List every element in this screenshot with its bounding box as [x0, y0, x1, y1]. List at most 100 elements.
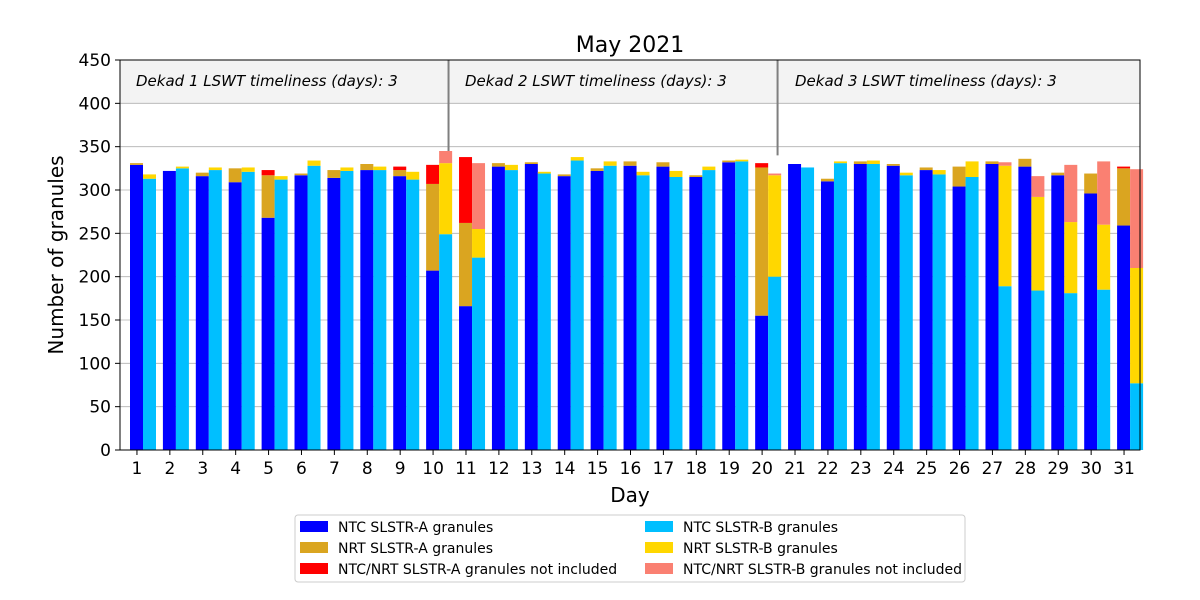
bar-ntc-a-day-8 — [360, 170, 374, 451]
bar-nrt-b-day-16 — [636, 171, 650, 176]
bar-ntc-a-day-25 — [919, 170, 933, 451]
bar-ntc-b-day-2 — [175, 168, 189, 451]
bar-nrt-b-day-31 — [1130, 268, 1144, 384]
bar-nrt-b-day-9 — [406, 171, 420, 180]
y-tick-label: 300 — [79, 181, 111, 201]
bar-nrt-a-day-1 — [130, 163, 143, 165]
bar-nrt-b-day-8 — [373, 166, 387, 171]
y-tick-label: 250 — [79, 224, 111, 244]
bar-nrt-a-day-16 — [623, 161, 637, 166]
bar-nrt-a-day-8 — [360, 164, 374, 171]
bar-ntc-b-day-7 — [340, 170, 354, 450]
bar-nrt-b-day-11 — [472, 229, 486, 258]
bar-nrt-b-day-20 — [768, 175, 782, 277]
bar-ntc-a-day-15 — [590, 170, 604, 450]
bar-excl-b-day-11 — [472, 163, 486, 229]
bar-nrt-a-day-6 — [294, 173, 308, 176]
bar-nrt-b-day-12 — [504, 164, 518, 171]
x-tick-label: 20 — [751, 459, 773, 479]
bar-nrt-b-day-30 — [1097, 224, 1111, 290]
bar-nrt-a-day-24 — [886, 164, 900, 166]
bar-ntc-b-day-20 — [768, 276, 782, 450]
bar-ntc-b-day-27 — [998, 286, 1012, 450]
y-tick-label: 0 — [100, 441, 111, 461]
bar-nrt-b-day-14 — [570, 157, 584, 161]
bar-excl-b-day-28 — [1031, 176, 1045, 197]
bar-nrt-b-day-22 — [833, 161, 847, 164]
bar-excl-a-day-9 — [393, 166, 407, 171]
bar-nrt-b-day-1 — [143, 174, 156, 179]
x-tick-label: 16 — [620, 459, 642, 479]
x-tick-label: 14 — [554, 459, 576, 479]
x-tick-label: 1 — [132, 459, 143, 479]
bar-ntc-a-day-28 — [1018, 166, 1032, 450]
bar-ntc-b-day-11 — [472, 257, 486, 450]
bar-nrt-b-day-4 — [241, 167, 255, 172]
bar-nrt-b-day-19 — [735, 159, 749, 162]
bar-nrt-b-day-10 — [439, 163, 453, 235]
bar-ntc-b-day-15 — [603, 165, 617, 450]
bar-ntc-a-day-22 — [820, 181, 834, 451]
bar-nrt-a-day-19 — [722, 160, 736, 163]
bar-nrt-b-day-5 — [274, 176, 288, 180]
bar-excl-a-day-31 — [1117, 166, 1131, 169]
highlight-band — [120, 60, 1140, 103]
bar-ntc-a-day-23 — [853, 164, 867, 450]
x-tick-label: 24 — [883, 459, 905, 479]
bar-ntc-b-day-18 — [702, 170, 716, 451]
bar-nrt-a-day-3 — [195, 172, 209, 177]
bar-ntc-b-day-5 — [274, 179, 288, 450]
legend-frame — [294, 514, 966, 583]
x-tick-label: 4 — [230, 459, 241, 479]
bar-excl-a-day-5 — [261, 170, 275, 176]
bar-nrt-b-day-3 — [208, 167, 222, 171]
bar-nrt-a-day-31 — [1117, 168, 1131, 226]
x-axis-ticks: 1 2 3 4 5 6 7 8 9 10 11 12 13 14 15 16 17 18 19 20 21 22 23 24 2… — [132, 450, 1135, 479]
bar-ntc-a-day-30 — [1084, 193, 1098, 450]
x-tick-label: 26 — [949, 459, 971, 479]
legend-swatch-ntc-b — [645, 521, 673, 532]
y-tick-label: 150 — [79, 311, 111, 331]
bar-ntc-b-day-25 — [932, 174, 946, 450]
x-tick-label: 21 — [784, 459, 806, 479]
y-tick-label: 450 — [79, 51, 111, 71]
legend-swatch-nrt-b — [645, 542, 673, 553]
bar-ntc-a-day-5 — [261, 217, 275, 450]
legend-swatch-nrt-a — [300, 542, 328, 553]
legend-label: NTC/NRT SLSTR-A granules not included — [338, 562, 617, 578]
x-tick-label: 27 — [982, 459, 1004, 479]
bar-nrt-b-day-23 — [866, 160, 880, 164]
bar-nrt-a-day-22 — [820, 178, 834, 182]
legend-swatch-excl-a — [300, 563, 328, 574]
bar-ntc-a-day-4 — [228, 182, 242, 450]
bar-excl-a-day-20 — [755, 163, 769, 168]
bar-ntc-a-day-14 — [557, 176, 571, 450]
bar-nrt-a-day-10 — [426, 183, 440, 271]
x-tick-label: 7 — [329, 459, 340, 479]
bar-ntc-a-day-20 — [755, 315, 769, 450]
bar-nrt-b-day-6 — [307, 160, 321, 166]
x-tick-label: 31 — [1113, 459, 1135, 479]
bar-ntc-a-day-26 — [952, 186, 966, 451]
x-tick-label: 28 — [1015, 459, 1037, 479]
x-tick-label: 19 — [718, 459, 740, 479]
bar-ntc-a-day-10 — [426, 270, 440, 450]
x-tick-label: 18 — [685, 459, 707, 479]
bar-ntc-a-day-17 — [656, 166, 670, 450]
bar-nrt-a-day-12 — [491, 163, 505, 167]
bar-ntc-a-day-24 — [886, 165, 900, 450]
bar-excl-b-day-27 — [998, 162, 1012, 166]
bar-excl-b-day-31 — [1130, 169, 1144, 268]
bar-nrt-a-day-29 — [1051, 172, 1065, 176]
x-axis-label: Day — [610, 483, 650, 507]
legend-label: NTC/NRT SLSTR-B granules not included — [683, 562, 962, 578]
bar-ntc-a-day-29 — [1051, 175, 1065, 450]
bar-ntc-b-day-26 — [965, 177, 979, 450]
bar-ntc-b-day-1 — [143, 178, 156, 450]
bar-nrt-a-day-15 — [590, 168, 604, 171]
bar-ntc-b-day-29 — [1064, 293, 1078, 450]
x-tick-label: 22 — [817, 459, 839, 479]
y-tick-label: 100 — [79, 354, 111, 374]
bar-nrt-a-day-25 — [919, 167, 933, 171]
